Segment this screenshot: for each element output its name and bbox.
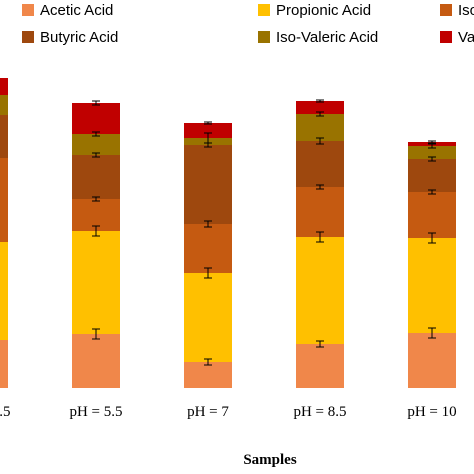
x-tick-label: pH = 4.5: [0, 404, 11, 420]
legend-swatch: [22, 31, 34, 43]
bar-segment: [72, 103, 120, 134]
error-bar: [316, 231, 324, 243]
bar-segment: [296, 141, 344, 187]
bar-segment: [296, 237, 344, 344]
x-tick-label: pH = 5.5: [69, 404, 122, 420]
error-bar: [428, 327, 436, 339]
bar-segment: [408, 192, 456, 238]
bar-segment: [408, 238, 456, 333]
error-bar: [428, 189, 436, 195]
legend-label: Butyric Acid: [40, 29, 118, 46]
error-bar: [428, 232, 436, 244]
x-axis-title: Samples: [243, 452, 297, 468]
legend-label: Iso-Valeric Acid: [276, 29, 378, 46]
bar-segment: [72, 134, 120, 155]
error-bar: [204, 132, 212, 144]
bar-segment: [408, 146, 456, 159]
error-bar: [428, 143, 436, 149]
error-bar: [92, 152, 100, 158]
error-bar: [92, 100, 100, 106]
error-bar: [92, 196, 100, 202]
x-tick-label: pH = 8.5: [293, 404, 346, 420]
error-bar: [204, 121, 212, 125]
legend-swatch: [258, 4, 270, 16]
error-bar: [316, 340, 324, 348]
legend-label: Acetic Acid: [40, 2, 113, 19]
legend-label: Iso-Butyric Acid: [458, 2, 474, 19]
legend-swatch: [22, 4, 34, 16]
legend-swatch: [440, 4, 452, 16]
error-bar: [92, 131, 100, 137]
legend-swatch: [258, 31, 270, 43]
bar-segment: [0, 78, 8, 95]
error-bar: [428, 140, 436, 144]
bar-segment: [296, 114, 344, 141]
bar-segment: [296, 101, 344, 114]
error-bar: [204, 358, 212, 366]
x-tick-label: pH = 10: [407, 404, 456, 420]
error-bar: [204, 267, 212, 279]
bar-segment: [0, 115, 8, 158]
bar-segment: [184, 123, 232, 138]
error-bar: [92, 225, 100, 237]
bar-segment: [72, 155, 120, 199]
bar-segment: [184, 145, 232, 224]
bar-segment: [0, 95, 8, 115]
error-bar: [428, 156, 436, 162]
bar-segment: [184, 273, 232, 362]
legend-swatch: [440, 31, 452, 43]
bar-segment: [296, 344, 344, 388]
bar-segment: [184, 224, 232, 273]
bar-segment: [0, 340, 8, 388]
bar-segment: [184, 362, 232, 388]
bar-segment: [408, 159, 456, 192]
bar-segment: [296, 187, 344, 237]
legend-label: Propionic Acid: [276, 2, 371, 19]
error-bar: [316, 99, 324, 103]
bar-segment: [72, 334, 120, 388]
error-bar: [316, 111, 324, 117]
error-bar: [204, 220, 212, 228]
x-tick-label: pH = 7: [187, 404, 229, 420]
error-bar: [92, 328, 100, 340]
error-bar: [316, 184, 324, 190]
bar-segment: [408, 333, 456, 388]
legend-label: Valeric Acid: [458, 29, 474, 46]
bar-segment: [0, 158, 8, 242]
error-bar: [316, 137, 324, 145]
bar-segment: [0, 242, 8, 340]
bar-segment: [72, 231, 120, 334]
